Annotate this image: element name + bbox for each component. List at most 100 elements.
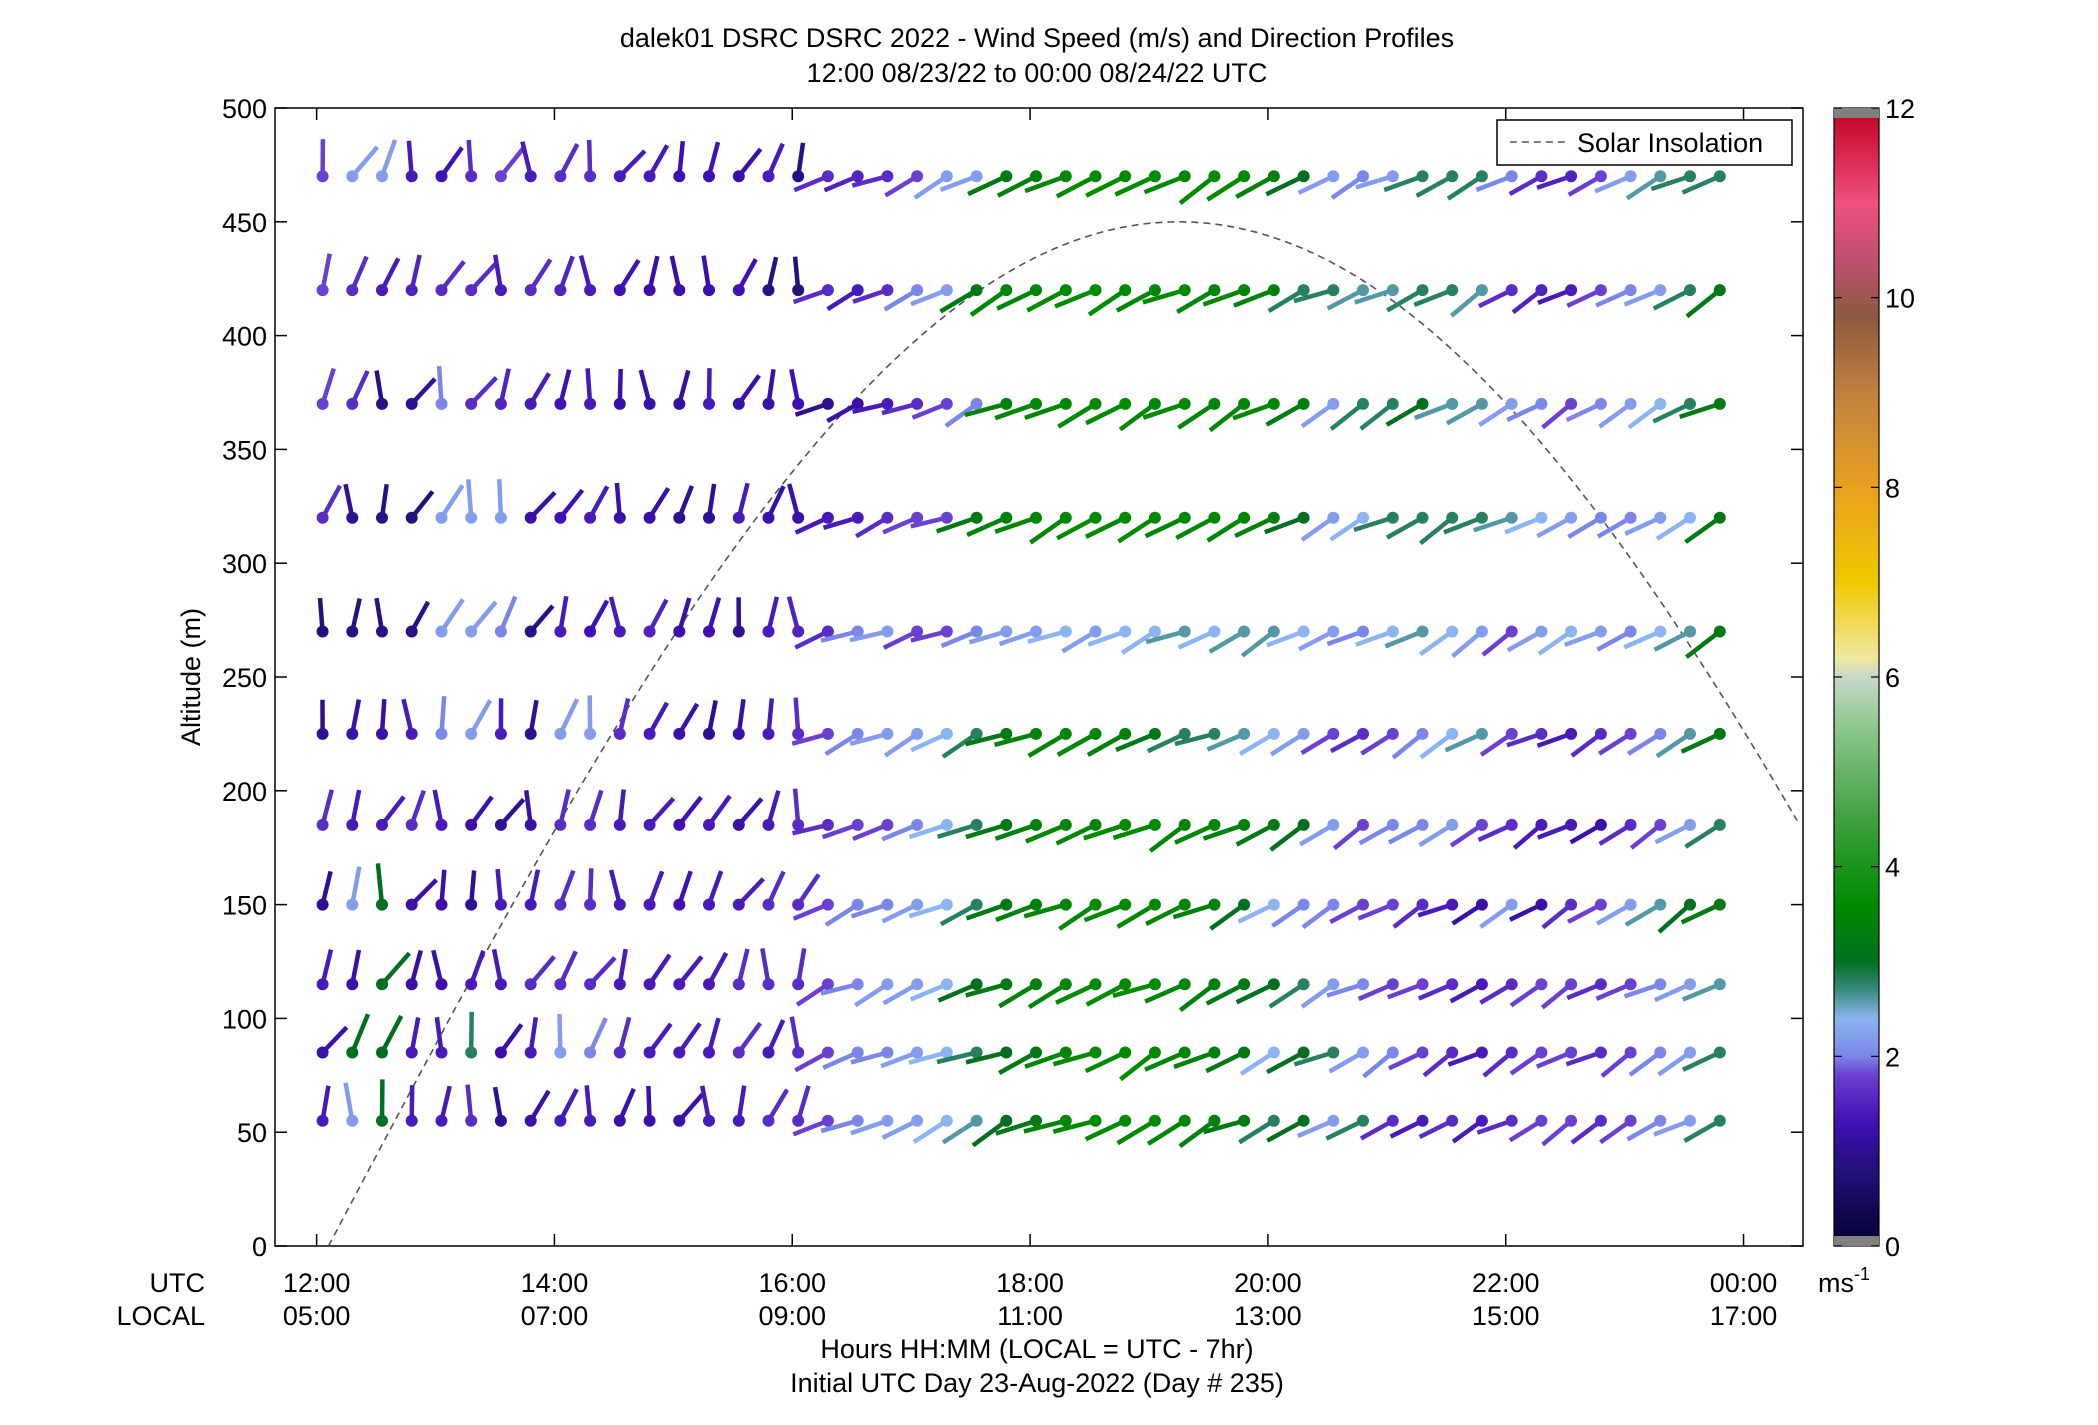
- wind-barb-dot: [1713, 1046, 1726, 1059]
- wind-barb-dot: [1000, 818, 1013, 831]
- wind-barb-shaft: [850, 902, 889, 919]
- wind-barb-dot: [851, 898, 864, 911]
- wind-barb-shaft: [996, 174, 1038, 198]
- wind-barb: [346, 369, 370, 410]
- wind-barb-dot: [703, 1046, 715, 1059]
- wind-barb: [936, 1046, 983, 1065]
- wind-barb: [584, 789, 604, 831]
- wind-barb: [820, 1114, 864, 1134]
- wind-barb-shaft: [881, 401, 918, 416]
- wind-barb-shaft: [1626, 1118, 1662, 1142]
- wind-barb: [1570, 1114, 1607, 1145]
- wind-barb: [1357, 978, 1399, 1002]
- wind-barb: [1625, 170, 1667, 201]
- wind-barb-dot: [792, 898, 805, 911]
- x-axis-label: Hours HH:MM (LOCAL = UTC - 7hr): [820, 1334, 1253, 1364]
- wind-barb-dot: [762, 625, 775, 638]
- wind-barb-dot: [405, 625, 418, 638]
- wind-barb-dot: [1148, 1046, 1161, 1059]
- wind-barb-shaft: [1387, 822, 1424, 845]
- wind-barb-dot: [1000, 898, 1013, 911]
- wind-barb-shaft: [1537, 629, 1573, 656]
- wind-barb: [1023, 1114, 1072, 1134]
- solar-insolation-layer: [327, 220, 1798, 1247]
- wind-barb-dot: [1059, 818, 1072, 831]
- wind-barb: [524, 490, 557, 524]
- wind-barb: [703, 1017, 721, 1059]
- wind-barb-shaft: [941, 1118, 978, 1145]
- wind-barb-shaft: [1384, 629, 1424, 649]
- wind-barb: [584, 695, 597, 740]
- wind-barb: [1536, 818, 1578, 840]
- wind-barb-dot: [1000, 1114, 1013, 1127]
- wind-barb: [673, 955, 704, 991]
- wind-barb: [1387, 818, 1429, 845]
- wind-barb: [732, 1085, 747, 1127]
- wind-barb-dot: [1535, 511, 1548, 524]
- wind-barb: [1174, 818, 1221, 845]
- wind-barb-shaft: [1508, 1118, 1543, 1143]
- wind-barb: [1358, 818, 1399, 846]
- wind-barb: [964, 727, 1013, 747]
- wind-barb: [1391, 727, 1429, 760]
- wind-barb-dot: [376, 511, 388, 524]
- wind-barb-dot: [316, 170, 329, 183]
- wind-barb: [703, 483, 717, 524]
- wind-barb-shaft: [1655, 515, 1692, 541]
- wind-barb-dot: [1297, 818, 1310, 831]
- wind-barb-shaft: [1595, 902, 1632, 926]
- wind-barb-dot: [554, 284, 567, 297]
- wind-barb-dot: [346, 727, 359, 740]
- wind-barb-shaft: [1653, 982, 1691, 1003]
- wind-barb-dot: [1030, 898, 1042, 911]
- wind-barb: [794, 625, 834, 650]
- wind-barb-dot: [1446, 170, 1459, 183]
- wind-barb-dot: [1535, 898, 1548, 911]
- wind-barb: [465, 950, 486, 991]
- wind-barb-shaft: [1052, 1118, 1097, 1134]
- wind-barb: [913, 170, 953, 200]
- wind-barb: [1057, 397, 1102, 429]
- wind-barb: [908, 898, 953, 919]
- wind-barb-dot: [1327, 818, 1340, 831]
- wind-barb: [1052, 1046, 1102, 1067]
- wind-barb: [1056, 511, 1102, 541]
- wind-barb: [1685, 284, 1726, 319]
- wind-barb: [1173, 1046, 1221, 1070]
- wind-barb: [1029, 511, 1072, 545]
- wind-barb-dot: [1297, 978, 1310, 991]
- wind-barb: [613, 789, 626, 831]
- wind-barb-dot: [881, 898, 894, 911]
- wind-barb: [1478, 284, 1518, 309]
- wind-barb-shaft: [1385, 401, 1424, 427]
- wind-barb-dot: [792, 978, 805, 991]
- wind-barb: [910, 625, 953, 643]
- wind-barb-shaft: [1267, 288, 1305, 313]
- wind-barb: [1240, 625, 1280, 658]
- wind-barb: [1598, 397, 1637, 429]
- wind-barb: [316, 699, 329, 740]
- wind-barb: [1511, 284, 1548, 315]
- wind-barb-dot: [1327, 978, 1340, 991]
- wind-barb-shaft: [1653, 1118, 1691, 1137]
- wind-barb-dot: [1059, 1046, 1072, 1059]
- wind-barb: [1653, 625, 1696, 652]
- wind-barb: [1300, 397, 1340, 429]
- wind-barb: [584, 956, 617, 991]
- wind-barb-dot: [821, 625, 834, 638]
- x-tick-label-utc: 18:00: [996, 1268, 1064, 1298]
- wind-barb: [465, 600, 498, 638]
- wind-barb-shaft: [1025, 822, 1067, 844]
- colorbar-low-cap: [1834, 1236, 1879, 1246]
- wind-barb-shaft: [1679, 401, 1721, 420]
- wind-barb-shaft: [1202, 822, 1245, 841]
- wind-barb-dot: [762, 1046, 775, 1059]
- wind-barb-dot: [940, 1114, 953, 1127]
- wind-barb: [346, 1013, 371, 1059]
- wind-barb: [826, 397, 864, 424]
- wind-barb-shaft: [1329, 402, 1365, 431]
- wind-barb-shaft: [1565, 1050, 1602, 1067]
- wind-barb-shaft: [1177, 629, 1216, 650]
- wind-barb: [316, 484, 342, 524]
- wind-barb-dot: [1594, 898, 1607, 911]
